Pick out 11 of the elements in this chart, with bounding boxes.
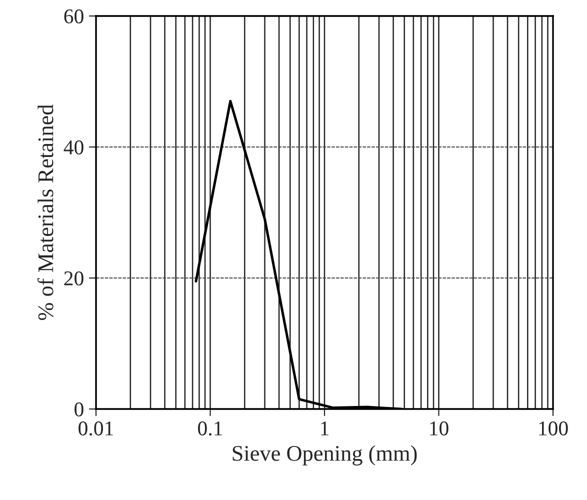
y-tick-label: 0 bbox=[74, 402, 84, 416]
y-axis-title: % of Materials Retained bbox=[37, 104, 54, 320]
x-axis-title: Sieve Opening (mm) bbox=[232, 445, 417, 466]
y-tick-label: 40 bbox=[64, 140, 84, 154]
x-tick-label: 1 bbox=[321, 422, 328, 436]
x-tick-label: 0.01 bbox=[78, 421, 113, 436]
y-tick-label: 60 bbox=[64, 9, 84, 24]
x-tick-label: 10 bbox=[430, 421, 448, 436]
x-tick-label: 100 bbox=[539, 421, 568, 436]
y-tick-label: 20 bbox=[64, 271, 84, 286]
x-tick-label: 0.1 bbox=[198, 421, 222, 436]
